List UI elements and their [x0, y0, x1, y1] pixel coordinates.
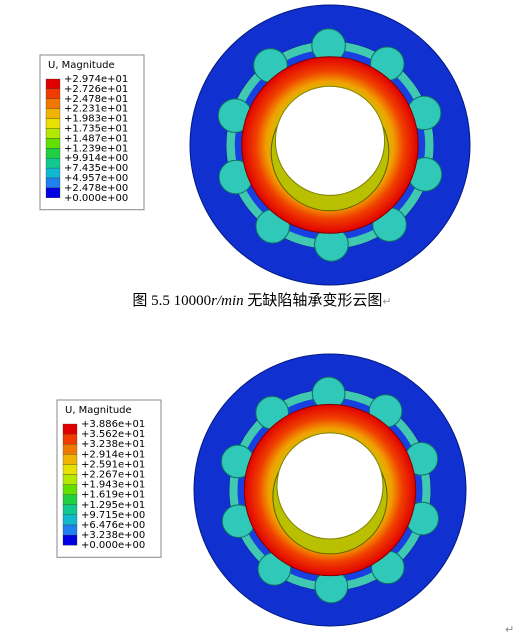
legend-swatch — [45, 177, 61, 189]
legend-swatch — [62, 423, 78, 435]
legend-swatch — [62, 454, 78, 465]
legend-label: +3.238e+00 — [81, 530, 145, 541]
legend-swatch — [62, 484, 78, 495]
legend-label: +2.231e+01 — [64, 104, 128, 115]
legend-label: +1.943e+01 — [81, 480, 145, 491]
legend-label: +3.886e+01 — [81, 419, 145, 430]
legend-label: +2.726e+01 — [64, 84, 128, 95]
legend-swatch — [45, 118, 61, 129]
legend-label: +2.591e+01 — [81, 459, 145, 470]
end-mark: ↵ — [505, 623, 514, 636]
legend-title: U, Magnitude — [48, 60, 115, 71]
legend-label: +1.619e+01 — [81, 490, 145, 501]
legend-swatch — [62, 464, 78, 475]
legend-label: +2.914e+01 — [81, 449, 145, 460]
legend-label: +1.735e+01 — [64, 124, 128, 135]
bore — [274, 85, 386, 196]
legend-label: +1.295e+01 — [81, 500, 145, 511]
legend-swatch — [62, 514, 78, 526]
legend-swatch — [45, 148, 61, 159]
legend-swatch — [45, 88, 61, 99]
legend-swatch — [62, 534, 78, 546]
legend-swatch — [45, 98, 61, 109]
legend-label: +3.562e+01 — [81, 429, 145, 440]
bore — [276, 432, 384, 540]
legend-swatch — [62, 444, 78, 455]
legend-label: +1.487e+01 — [64, 133, 128, 144]
legend-label: +1.239e+01 — [64, 143, 128, 154]
legend-label: +1.983e+01 — [64, 114, 128, 125]
legend-label: +2.974e+01 — [64, 74, 128, 85]
legend-label: +4.957e+00 — [64, 173, 128, 184]
legend-label: +2.478e+01 — [64, 94, 128, 105]
legend-label: +9.715e+00 — [81, 510, 145, 521]
legend-label: +2.478e+00 — [64, 183, 128, 194]
legend-swatch — [62, 433, 78, 445]
legend-swatch — [62, 524, 78, 536]
legend-swatch — [45, 108, 61, 119]
legend-label: +0.000e+00 — [81, 540, 145, 551]
legend-swatch — [62, 504, 78, 516]
legend-swatch — [45, 158, 61, 169]
legend-swatch — [62, 474, 78, 485]
legend-swatch — [45, 128, 61, 139]
legend-swatch — [45, 167, 61, 179]
legend-swatch — [45, 78, 61, 90]
legend-swatch — [62, 494, 78, 505]
legend-swatch — [45, 187, 61, 198]
legend-title: U, Magnitude — [65, 405, 132, 416]
legend-label: +7.435e+00 — [64, 163, 128, 174]
legend-label: +6.476e+00 — [81, 520, 145, 531]
legend-swatch — [45, 138, 61, 149]
legend-label: +3.238e+01 — [81, 439, 145, 450]
legend-label: +2.267e+01 — [81, 470, 145, 481]
legend-label: +9.914e+00 — [64, 153, 128, 164]
legend-label: +0.000e+00 — [64, 193, 128, 204]
caption: 图 5.5 10000r/min 无缺陷轴承变形云图↵ — [132, 292, 391, 309]
